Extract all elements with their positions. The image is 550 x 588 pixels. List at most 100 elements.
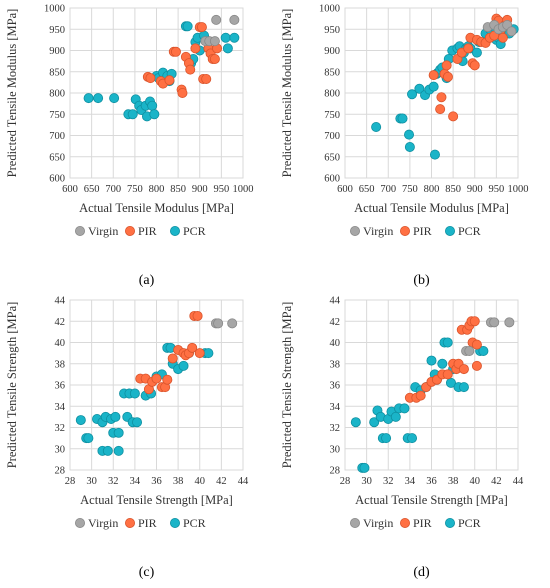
data-point-pcr [369, 417, 380, 428]
y-axis-title: Predicted Tensile Modulus [MPa] [5, 9, 19, 178]
data-point-virgin [504, 317, 515, 328]
x-tick-label: 600 [337, 184, 353, 195]
y-tick-label: 700 [324, 131, 340, 142]
y-axis-title: Predicted Tensile Modulus [MPa] [280, 9, 294, 178]
data-point-pir [194, 348, 205, 359]
data-point-pir [441, 60, 452, 71]
data-point-pcr [390, 411, 401, 422]
y-tick-label: 40 [330, 338, 341, 349]
x-tick-label: 34 [405, 476, 416, 487]
y-tick-label: 900 [49, 46, 65, 57]
data-point-pir [415, 390, 426, 401]
data-point-pcr [178, 360, 189, 371]
data-point-pir [471, 339, 482, 350]
data-point-pcr [113, 427, 124, 438]
y-tick-label: 750 [49, 110, 65, 121]
x-tick-label: 900 [192, 184, 208, 195]
legend-marker-pcr [169, 225, 180, 236]
y-tick-label: 34 [55, 402, 66, 413]
y-tick-label: 700 [49, 131, 65, 142]
y-tick-label: 600 [324, 174, 340, 185]
legend-label-virgin: Virgin [363, 516, 393, 530]
y-tick-label: 32 [55, 423, 66, 434]
data-point-pcr [222, 43, 233, 54]
y-tick-label: 900 [324, 46, 340, 57]
data-point-pcr [83, 93, 94, 104]
x-axis-title: Actual Tensile Modulus [MPa] [354, 201, 509, 215]
data-point-pcr [350, 417, 361, 428]
data-point-pir [442, 369, 453, 380]
data-point-pcr [404, 141, 415, 152]
data-point-pcr [110, 411, 121, 422]
y-tick-label: 750 [324, 110, 340, 121]
data-point-pcr [132, 417, 143, 428]
x-tick-label: 38 [173, 476, 184, 487]
x-tick-label: 650 [359, 184, 375, 195]
y-tick-label: 850 [49, 67, 65, 78]
data-point-pcr [75, 415, 86, 426]
x-tick-label: 600 [62, 184, 78, 195]
data-point-pir [436, 92, 447, 103]
y-tick-label: 42 [330, 317, 341, 328]
y-tick-label: 36 [330, 381, 341, 392]
data-point-pcr [113, 445, 124, 456]
legend-label-pir: PIR [413, 224, 432, 238]
x-tick-label: 750 [127, 184, 143, 195]
data-point-pir [185, 64, 196, 75]
legend-marker-pcr [169, 517, 180, 528]
data-point-pcr [127, 109, 138, 120]
data-point-virgin [211, 14, 222, 25]
data-point-pir [187, 342, 198, 353]
legend-label-pir: PIR [413, 516, 432, 530]
x-axis-title: Actual Tensile Modulus [MPa] [79, 201, 234, 215]
legend-label-virgin: Virgin [88, 516, 118, 530]
y-tick-label: 850 [324, 67, 340, 78]
y-tick-label: 36 [55, 381, 66, 392]
data-point-pcr [407, 89, 418, 100]
legend-marker-virgin [350, 517, 361, 528]
data-point-pcr [397, 113, 408, 124]
panel-label: (c) [139, 565, 155, 580]
x-tick-label: 36 [426, 476, 437, 487]
plot-frame [69, 299, 244, 471]
legend-marker-virgin [75, 225, 86, 236]
legend-marker-pir [125, 517, 136, 528]
data-point-pir [428, 70, 439, 81]
data-point-pir [162, 374, 173, 385]
y-tick-label: 28 [55, 466, 66, 477]
data-point-virgin [506, 26, 517, 37]
data-point-virgin [489, 317, 500, 328]
x-tick-label: 28 [340, 476, 351, 487]
data-point-pcr [129, 388, 140, 399]
data-point-pcr [404, 129, 415, 140]
y-tick-label: 44 [330, 296, 341, 307]
y-tick-label: 800 [324, 89, 340, 100]
y-tick-label: 38 [330, 359, 341, 370]
data-point-pir [196, 22, 207, 33]
x-tick-label: 34 [130, 476, 141, 487]
y-tick-label: 32 [330, 423, 341, 434]
chart-panel-b: 600 650 700 750 800 850 900 950 1000 600 650 700 750… [275, 0, 550, 291]
data-point-pcr [399, 403, 410, 414]
x-tick-label: 38 [448, 476, 459, 487]
legend-marker-pir [400, 517, 411, 528]
data-point-pcr [371, 122, 382, 133]
legend-marker-pcr [444, 517, 455, 528]
x-tick-label: 30 [86, 476, 97, 487]
data-point-pir [145, 73, 156, 84]
data-point-pcr [220, 32, 231, 43]
y-axis-title: Predicted Tensile Strength [MPa] [280, 302, 294, 469]
x-tick-label: 800 [149, 184, 165, 195]
data-point-virgin [464, 346, 475, 357]
x-tick-label: 1000 [508, 184, 529, 195]
y-tick-label: 950 [324, 25, 340, 36]
x-tick-label: 32 [108, 476, 119, 487]
data-point-pir [458, 364, 469, 375]
x-axis-title: Actual Tensile Strength [MPa] [355, 493, 508, 507]
legend-marker-virgin [75, 517, 86, 528]
data-point-virgin [209, 36, 220, 47]
legend-marker-pcr [444, 225, 455, 236]
plot-frame [344, 7, 519, 179]
x-tick-label: 1000 [233, 184, 254, 195]
